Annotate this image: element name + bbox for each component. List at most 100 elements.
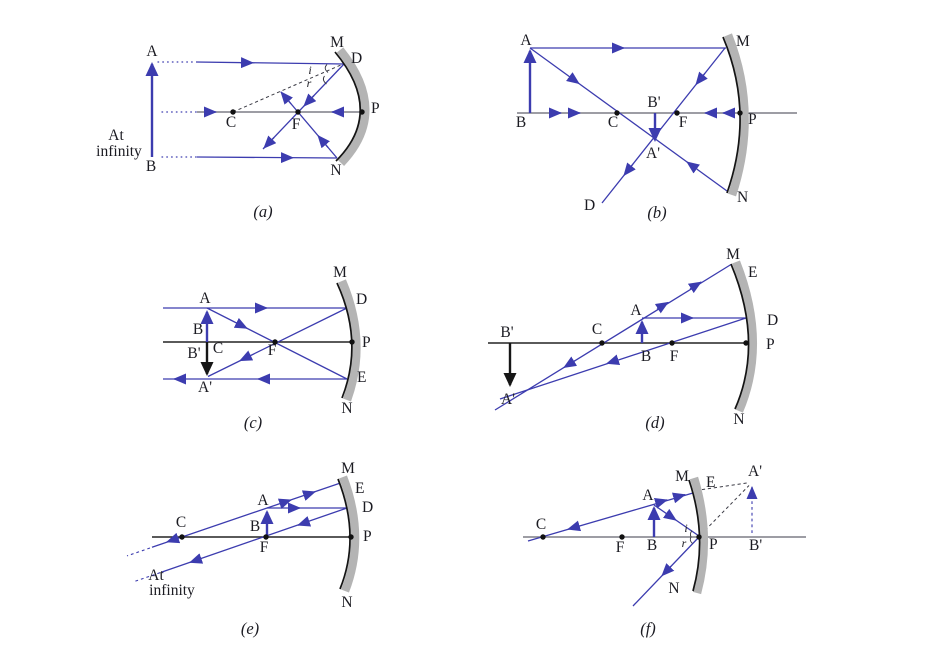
mirror-band [336, 47, 370, 166]
label-p: P [362, 334, 371, 351]
label-n: N [737, 189, 748, 206]
label-d: D [767, 312, 778, 329]
label-p: P [766, 336, 775, 353]
arrowhead [606, 354, 621, 365]
mirror-surface [334, 51, 362, 162]
arrowhead [653, 497, 668, 509]
image-note-line1: At [148, 567, 164, 584]
label-a: A [642, 487, 654, 504]
focus-point-f [295, 109, 301, 115]
label-f: F [679, 114, 688, 131]
mirror-band [732, 260, 758, 413]
label-c: C [213, 340, 223, 357]
label-b-prime: B' [500, 324, 513, 341]
panel-caption: (f) [640, 619, 656, 638]
pole-point-p [348, 534, 354, 540]
mirror-band [724, 33, 749, 197]
arrowhead [239, 350, 254, 362]
label-a-prime: A' [501, 391, 515, 408]
label-c: C [592, 321, 602, 338]
label-angle-i: i [684, 521, 687, 535]
pole-point-p [743, 340, 749, 346]
label-b: B [146, 158, 156, 175]
incident-ray-bottom [196, 156, 338, 159]
angle-arc-r [322, 75, 327, 85]
dashed-ray-to-infinity-lower [132, 572, 161, 583]
arrowhead [567, 520, 582, 532]
label-a: A [257, 492, 269, 509]
label-a-prime: A' [646, 145, 660, 162]
dashed-extension-p-to-a2 [700, 485, 750, 535]
label-e: E [355, 480, 364, 497]
label-d: D [584, 197, 595, 214]
label-p: P [748, 111, 757, 128]
label-n: N [668, 580, 679, 597]
mirror-band [338, 279, 361, 402]
focus-point-f [272, 339, 278, 345]
label-m: M [675, 468, 689, 485]
arrowhead [166, 532, 181, 544]
label-d: D [362, 499, 373, 516]
arrowhead [297, 516, 312, 527]
object-note-line2: infinity [96, 143, 142, 160]
centre-point-c [599, 340, 605, 346]
label-f: F [292, 116, 301, 133]
panel-e: C A B F P M E D N At infinity (e) [126, 460, 373, 638]
arrowhead [189, 553, 204, 564]
label-c: C [536, 516, 546, 533]
focus-point-f [674, 110, 680, 116]
normal-line-cd-dashed [232, 64, 343, 113]
label-b: B [250, 518, 260, 535]
arrowhead [687, 281, 702, 294]
arrowhead [654, 301, 669, 314]
label-a-prime: A' [198, 379, 212, 396]
pole-point-p [737, 110, 743, 116]
arrowhead [303, 93, 317, 107]
arrowhead [563, 356, 578, 369]
arrowhead [301, 490, 316, 501]
panel-f: C F B A M E A' B' P N i r (f) [523, 463, 806, 638]
label-c: C [608, 114, 618, 131]
pole-point-p [349, 339, 355, 345]
label-b: B [193, 321, 203, 338]
label-m: M [333, 264, 347, 281]
panel-caption: (b) [647, 203, 666, 222]
arrowhead [317, 134, 330, 149]
dashed-extension-e-to-a2 [695, 482, 748, 491]
focus-point-f [263, 534, 269, 540]
mirror-surface [730, 263, 750, 410]
focus-point-f [669, 340, 675, 346]
label-b: B [641, 348, 651, 365]
label-f: F [260, 539, 269, 556]
panel-c: A B B' C F P M D E N A' (c) [163, 264, 371, 432]
label-a: A [630, 302, 642, 319]
angle-arc-i [324, 64, 329, 73]
label-b: B [516, 114, 526, 131]
label-n: N [733, 411, 744, 428]
label-e: E [706, 474, 715, 491]
panel-a: A B At infinity C F P M D N i r (a) [96, 34, 379, 221]
panel-caption: (a) [253, 202, 272, 221]
label-angle-i: i [308, 63, 311, 77]
centre-point-c [230, 109, 236, 115]
panel-b: A B C B' F P M N A' D (b) [516, 32, 797, 222]
label-e: E [748, 264, 757, 281]
label-a: A [199, 290, 211, 307]
reflected-ray-d-f-a2 [499, 317, 747, 400]
arrowhead [661, 563, 675, 577]
label-angle-r: r [307, 76, 312, 90]
label-b: B [647, 537, 657, 554]
label-a: A [146, 43, 158, 60]
arrowhead [233, 317, 248, 329]
dashed-ray-to-infinity-upper [126, 547, 151, 557]
arrowhead [263, 135, 277, 149]
label-n: N [341, 594, 352, 611]
label-c: C [226, 114, 236, 131]
centre-point-c [614, 110, 620, 116]
label-d: D [351, 50, 362, 67]
label-f: F [268, 342, 277, 359]
arrowhead [566, 72, 580, 85]
label-n: N [330, 162, 341, 179]
